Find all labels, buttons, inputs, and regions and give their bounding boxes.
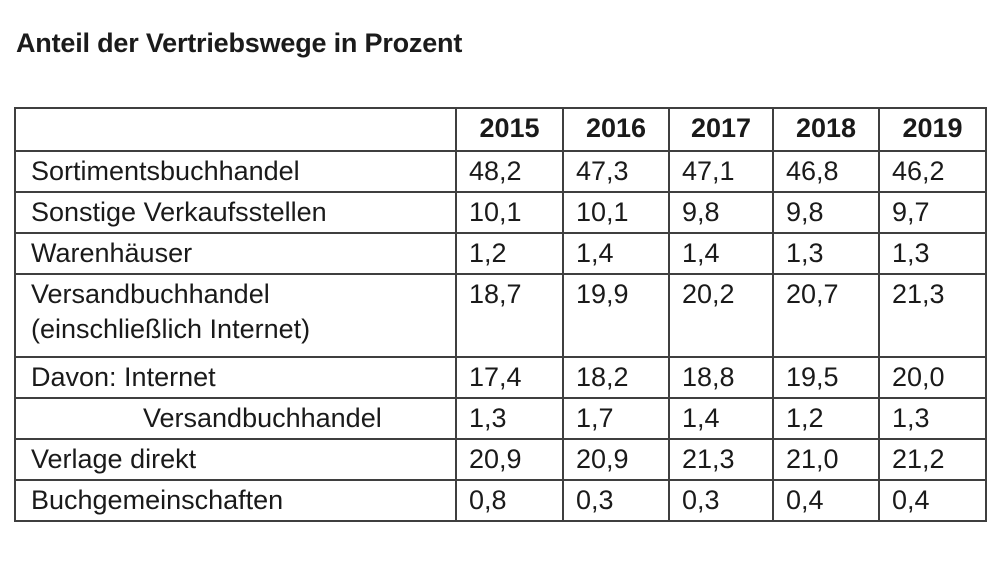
table-row: Sortimentsbuchhandel 48,2 47,3 47,1 46,8… (14, 150, 987, 193)
table-row: Versandbuchhandel 1,3 1,7 1,4 1,2 1,3 (14, 397, 987, 440)
value-cell: 1,4 (668, 397, 774, 440)
value-cell: 18,2 (562, 356, 670, 399)
row-label-line2: (einschließlich Internet) (31, 314, 311, 344)
value-cell: 46,2 (878, 150, 987, 193)
value-cell: 10,1 (455, 191, 564, 234)
corner-empty-cell (14, 107, 457, 152)
value-cell: 48,2 (455, 150, 564, 193)
value-cell: 0,3 (668, 479, 774, 522)
value-cell: 46,8 (772, 150, 880, 193)
value-cell: 1,3 (878, 397, 987, 440)
row-label-cell: Davon: Internet (14, 356, 457, 399)
year-header-cell: 2019 (878, 107, 987, 152)
value-cell: 20,2 (668, 273, 774, 358)
value-cell: 0,4 (772, 479, 880, 522)
value-cell: 19,5 (772, 356, 880, 399)
table-row: Verlage direkt 20,9 20,9 21,3 21,0 21,2 (14, 438, 987, 481)
value-cell: 1,2 (455, 232, 564, 275)
value-cell: 1,7 (562, 397, 670, 440)
value-cell: 20,7 (772, 273, 880, 358)
table-row: Versandbuchhandel (einschließlich Intern… (14, 273, 987, 358)
value-cell: 0,8 (455, 479, 564, 522)
value-cell: 9,7 (878, 191, 987, 234)
value-cell: 18,7 (455, 273, 564, 358)
row-label-cell: Versandbuchhandel (einschließlich Intern… (14, 273, 457, 358)
table-row: Warenhäuser 1,2 1,4 1,4 1,3 1,3 (14, 232, 987, 275)
value-cell: 21,0 (772, 438, 880, 481)
year-header-cell: 2015 (455, 107, 564, 152)
value-cell: 21,2 (878, 438, 987, 481)
year-header-cell: 2018 (772, 107, 880, 152)
value-cell: 47,1 (668, 150, 774, 193)
row-label-cell: Verlage direkt (14, 438, 457, 481)
value-cell: 20,9 (455, 438, 564, 481)
value-cell: 20,0 (878, 356, 987, 399)
table-row: Davon: Internet 17,4 18,2 18,8 19,5 20,0 (14, 356, 987, 399)
table-row: Buchgemeinschaften 0,8 0,3 0,3 0,4 0,4 (14, 479, 987, 522)
table-header-row: 2015 2016 2017 2018 2019 (14, 107, 987, 152)
value-cell: 19,9 (562, 273, 670, 358)
value-cell: 0,3 (562, 479, 670, 522)
row-label-cell: Sonstige Verkaufsstellen (14, 191, 457, 234)
value-cell: 1,3 (772, 232, 880, 275)
value-cell: 1,2 (772, 397, 880, 440)
distribution-share-table: 2015 2016 2017 2018 2019 Sortimentsbuchh… (14, 107, 987, 522)
value-cell: 0,4 (878, 479, 987, 522)
value-cell: 21,3 (878, 273, 987, 358)
value-cell: 10,1 (562, 191, 670, 234)
value-cell: 47,3 (562, 150, 670, 193)
value-cell: 9,8 (772, 191, 880, 234)
value-cell: 1,4 (668, 232, 774, 275)
value-cell: 20,9 (562, 438, 670, 481)
row-label-cell: Buchgemeinschaften (14, 479, 457, 522)
value-cell: 17,4 (455, 356, 564, 399)
value-cell: 9,8 (668, 191, 774, 234)
row-label-cell: Sortimentsbuchhandel (14, 150, 457, 193)
year-header-cell: 2016 (562, 107, 670, 152)
table-row: Sonstige Verkaufsstellen 10,1 10,1 9,8 9… (14, 191, 987, 234)
year-header-cell: 2017 (668, 107, 774, 152)
value-cell: 1,3 (455, 397, 564, 440)
row-label-cell: Versandbuchhandel (14, 397, 457, 440)
row-label-line1: Versandbuchhandel (31, 279, 270, 309)
value-cell: 18,8 (668, 356, 774, 399)
page-title: Anteil der Vertriebswege in Prozent (16, 28, 463, 58)
row-label-cell: Warenhäuser (14, 232, 457, 275)
value-cell: 1,4 (562, 232, 670, 275)
value-cell: 21,3 (668, 438, 774, 481)
value-cell: 1,3 (878, 232, 987, 275)
